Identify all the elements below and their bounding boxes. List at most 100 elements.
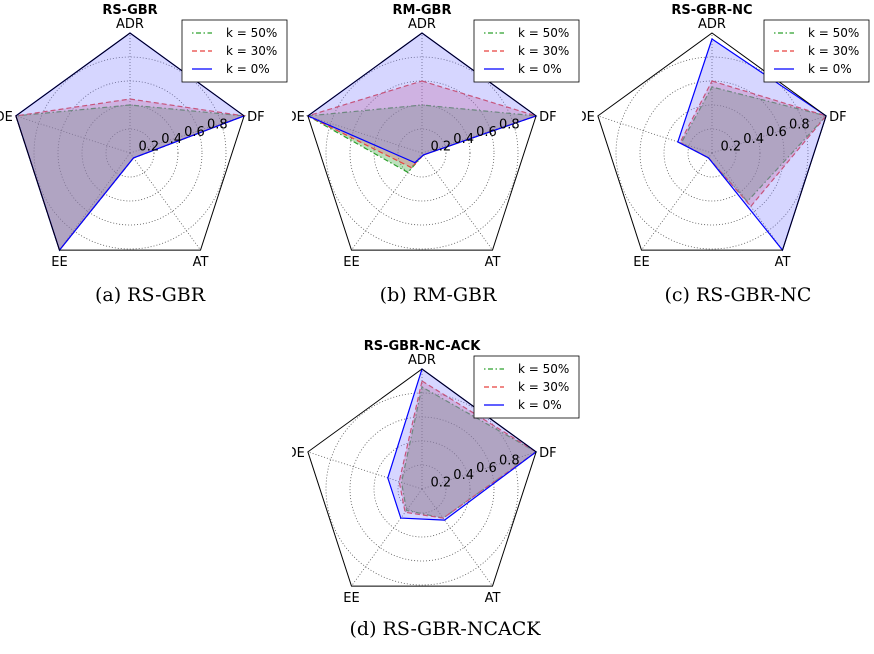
spoke-ee [59, 152, 131, 251]
grid-circle-4 [325, 56, 519, 250]
legend-label-3: k = 0% [808, 62, 852, 76]
radial-tick-label: 0.2 [430, 476, 451, 491]
spoke-at [421, 152, 493, 251]
axis-label-at: AT [775, 255, 791, 270]
radial-tick-label: 0.6 [476, 125, 497, 140]
radar-panel-c: 0.20.40.60.8 ADR DF AT EE DE RS-GBR-NC k = 50% k… [577, 0, 874, 280]
radar-panel-d: 0.20.40.60.8 ADR DF AT EE DE RS-GBR-NC-ACK k = … [287, 336, 584, 616]
radar-chart-c: 0.20.40.60.8 ADR DF AT EE DE RS-GBR-NC k = 50% k… [577, 3, 870, 270]
radial-tick-label: 0.6 [476, 461, 497, 476]
axis-label-adr: ADR [116, 17, 144, 32]
radial-tick-label: 0.2 [720, 140, 741, 155]
axis-label-de: DE [582, 110, 595, 125]
radar-chart-b: 0.20.40.60.8 ADR DF AT EE DE RM-GBR k = 50% k = … [287, 3, 580, 270]
legend-label-1: k = 50% [808, 26, 859, 40]
radial-tick-label: 0.6 [766, 125, 787, 140]
axis-label-de: DE [292, 446, 305, 461]
axis-label-df: DF [247, 110, 264, 125]
axis-label-de: DE [0, 110, 13, 125]
axis-label-at: AT [193, 255, 209, 270]
axis-label-at: AT [485, 591, 501, 606]
radar-chart-a: 0.20.40.60.8 ADR DF AT EE DE RS-GBR k = 50% k = … [0, 3, 288, 270]
radial-tick-label: 0.8 [789, 117, 810, 132]
spoke-df [421, 451, 537, 490]
axis-label-at: AT [485, 255, 501, 270]
chart-title: RS-GBR [102, 3, 157, 18]
spoke-df [129, 115, 245, 154]
grid-circle-3 [57, 80, 203, 226]
radial-tick-label: 0.2 [430, 140, 451, 155]
radial-tick-label: 0.8 [499, 117, 520, 132]
axis-label-ee: EE [343, 591, 359, 606]
radial-tick-label: 0.2 [138, 140, 159, 155]
radar-panel-a: 0.20.40.60.8 ADR DF AT EE DE RS-GBR k = 50% k = … [0, 0, 292, 280]
axis-label-ee: EE [51, 255, 67, 270]
caption-b: (b) RM-GBR [379, 284, 497, 306]
chart-title: RS-GBR-NC-ACK [364, 339, 481, 354]
spoke-at [129, 152, 201, 251]
chart-title: RS-GBR-NC [671, 3, 752, 18]
axis-label-df: DF [539, 446, 557, 461]
axis-label-ee: EE [633, 255, 649, 270]
axis-label-df: DF [539, 110, 557, 125]
axis-label-df: DF [829, 110, 847, 125]
series-polygon-3 [677, 38, 827, 252]
radial-tick-label: 0.8 [499, 453, 520, 468]
radar-chart-d: 0.20.40.60.8 ADR DF AT EE DE RS-GBR-NC-ACK k = … [287, 339, 580, 606]
radial-tick-label: 0.4 [453, 468, 474, 483]
legend-label-1: k = 50% [518, 26, 569, 40]
series-polygon-2 [306, 80, 539, 169]
legend-label-3: k = 0% [518, 398, 562, 412]
legend-label-3: k = 0% [226, 62, 270, 76]
grid-circle-1 [687, 128, 737, 178]
radial-tick-label: 0.4 [453, 132, 474, 147]
legend-box [473, 19, 580, 83]
legend-label-2: k = 30% [226, 44, 277, 58]
axis-label-adr: ADR [698, 17, 726, 32]
spoke-de [597, 115, 713, 154]
legend-label-2: k = 30% [518, 44, 569, 58]
grid-circle-1 [105, 128, 155, 178]
radial-tick-label: 0.8 [207, 117, 228, 132]
spoke-de [15, 115, 131, 154]
grid-circle-3 [639, 80, 785, 226]
legend-label-2: k = 30% [808, 44, 859, 58]
axis-label-ee: EE [343, 255, 359, 270]
chart-title: RM-GBR [393, 3, 452, 18]
grid-circle-1 [397, 128, 447, 178]
axis-label-adr: ADR [408, 17, 436, 32]
spoke-ee [351, 152, 423, 251]
radar-frame [15, 32, 245, 251]
legend-label-1: k = 50% [518, 362, 569, 376]
legend-label-2: k = 30% [518, 380, 569, 394]
legend-box [181, 19, 288, 83]
radial-tick-label: 0.4 [743, 132, 764, 147]
radar-frame [307, 368, 537, 587]
caption-d: (d) RS-GBR-NCACK [349, 618, 541, 640]
series-polygon-1 [400, 386, 538, 519]
radar-frame [307, 32, 537, 251]
spoke-de [307, 115, 423, 154]
legend-label-1: k = 50% [226, 26, 277, 40]
series-polygon-1 [680, 86, 828, 203]
radar-frame [597, 32, 827, 251]
caption-a: (a) RS-GBR [94, 284, 206, 306]
series-polygon-2 [679, 80, 828, 208]
grid-circle-3 [349, 80, 495, 226]
axis-label-adr: ADR [408, 353, 436, 368]
grid-circle-1 [397, 464, 447, 514]
grid-circle-4 [33, 56, 227, 250]
spoke-ee [641, 152, 713, 251]
grid-circle-4 [615, 56, 809, 250]
legend-label-3: k = 0% [518, 62, 562, 76]
spoke-ee [351, 488, 423, 587]
radial-tick-label: 0.4 [161, 132, 182, 147]
spoke-de [307, 451, 423, 490]
grid-circle-4 [325, 392, 519, 586]
legend-box [473, 355, 580, 419]
radar-panel-b: 0.20.40.60.8 ADR DF AT EE DE RM-GBR k = 50% k = … [287, 0, 584, 280]
caption-c: (c) RS-GBR-NC [664, 284, 812, 306]
series-polygon-2 [398, 380, 538, 519]
spoke-df [711, 115, 827, 154]
radial-tick-label: 0.6 [184, 125, 205, 140]
